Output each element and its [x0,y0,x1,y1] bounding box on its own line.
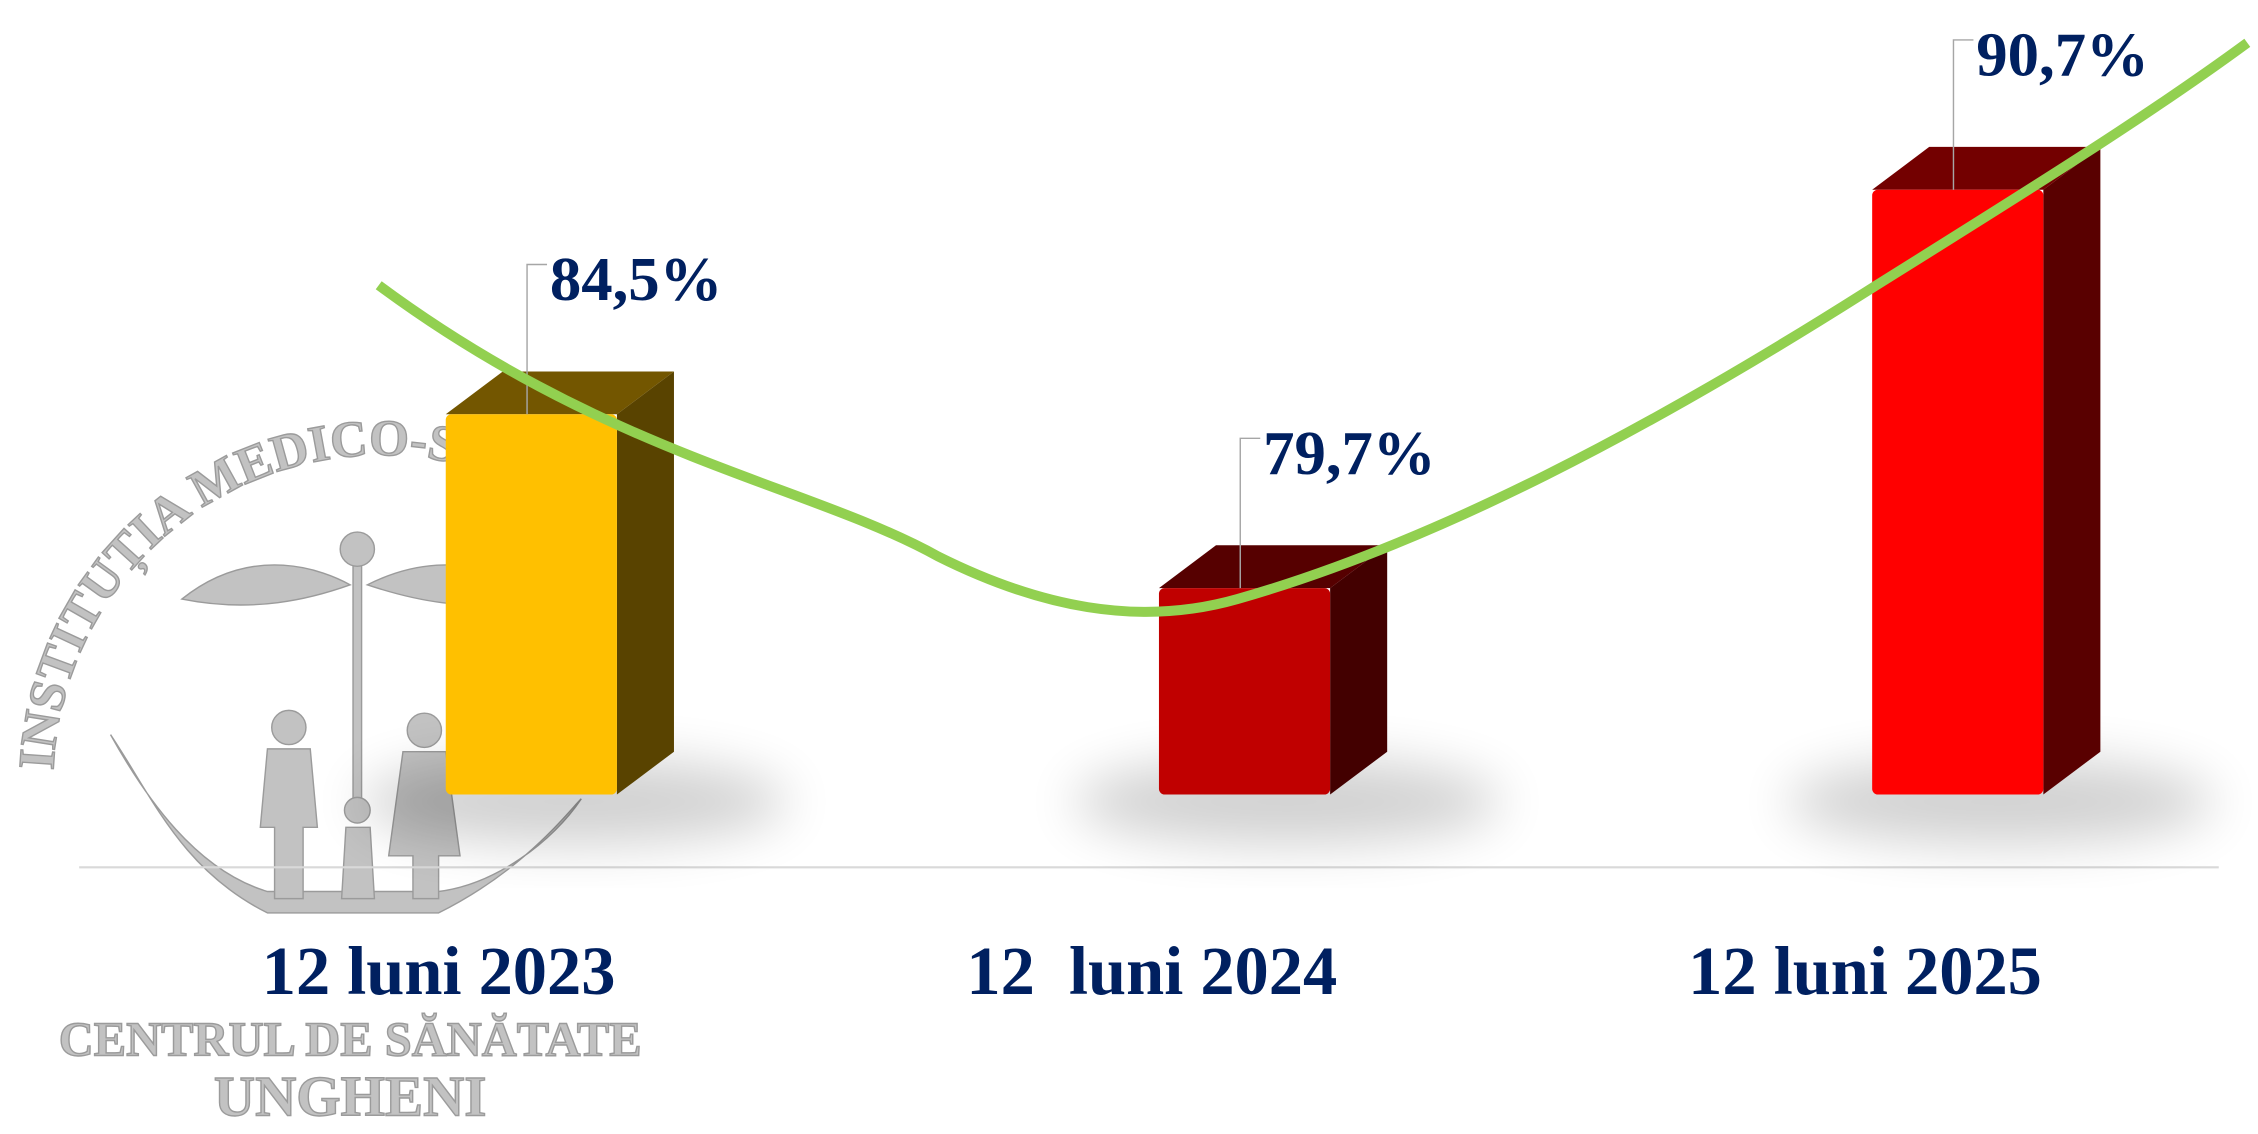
bar [1159,588,1330,794]
bar [1872,190,2043,795]
value-label: 90,7% [1976,20,2149,90]
x-tick-label: 12 luni 2024 [966,933,1337,1009]
value-label: 84,5% [550,244,723,314]
value-label: 79,7% [1263,418,1436,488]
logo-line1: CENTRUL DE SĂNĂTATE [59,1013,642,1067]
x-tick-label: 12 luni 2025 [1688,933,2042,1009]
x-tick-label: 12 luni 2023 [262,933,616,1009]
bar-side [2043,147,2100,795]
logo-figure [407,713,441,747]
logo-arc: INSTITUȚIA MEDICO-SAN [0,0,502,771]
logo-figure [272,710,306,744]
logo-arc-text: INSTITUȚIA MEDICO-SAN [0,0,502,771]
bar-side [1330,545,1387,794]
chart: INSTITUȚIA MEDICO-SAN CENTRUL DE SĂNĂTAT… [0,0,2258,1134]
logo-head [340,532,374,566]
logo-line2: UNGHENI [214,1065,487,1128]
bar [446,414,617,794]
